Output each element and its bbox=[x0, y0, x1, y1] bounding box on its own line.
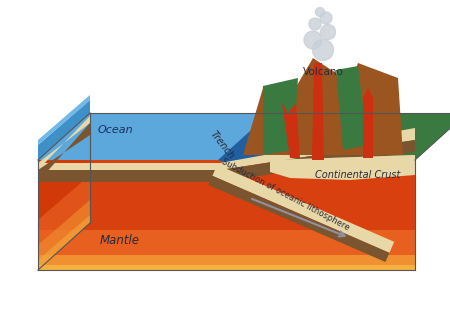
Polygon shape bbox=[38, 113, 450, 160]
Circle shape bbox=[320, 24, 336, 39]
Polygon shape bbox=[38, 113, 270, 160]
Polygon shape bbox=[38, 113, 270, 160]
Polygon shape bbox=[208, 176, 389, 262]
Polygon shape bbox=[38, 160, 415, 270]
Polygon shape bbox=[258, 113, 450, 160]
Circle shape bbox=[309, 18, 321, 30]
Text: Mantle: Mantle bbox=[100, 233, 140, 246]
Circle shape bbox=[312, 39, 333, 60]
Polygon shape bbox=[282, 103, 300, 158]
Polygon shape bbox=[38, 200, 90, 270]
Text: Ocean: Ocean bbox=[97, 125, 133, 135]
Polygon shape bbox=[38, 230, 415, 270]
Polygon shape bbox=[336, 66, 368, 150]
Polygon shape bbox=[212, 165, 394, 253]
Polygon shape bbox=[218, 113, 308, 168]
Polygon shape bbox=[263, 78, 298, 155]
Polygon shape bbox=[312, 63, 324, 160]
Text: Volcano: Volcano bbox=[302, 67, 343, 77]
Polygon shape bbox=[363, 88, 373, 158]
Polygon shape bbox=[270, 155, 415, 180]
Polygon shape bbox=[38, 95, 90, 145]
Circle shape bbox=[315, 8, 324, 17]
Polygon shape bbox=[323, 63, 403, 155]
Polygon shape bbox=[38, 215, 90, 270]
Circle shape bbox=[320, 12, 332, 24]
Polygon shape bbox=[243, 88, 313, 155]
Text: Continental Crust: Continental Crust bbox=[315, 170, 400, 180]
Text: Subduction of oceanic lithosphere: Subduction of oceanic lithosphere bbox=[220, 157, 351, 233]
Polygon shape bbox=[38, 113, 90, 270]
Polygon shape bbox=[258, 155, 415, 160]
Polygon shape bbox=[38, 175, 90, 270]
Polygon shape bbox=[38, 140, 415, 182]
Polygon shape bbox=[38, 255, 415, 270]
Polygon shape bbox=[38, 123, 90, 182]
Polygon shape bbox=[38, 100, 90, 160]
Polygon shape bbox=[38, 265, 415, 270]
Circle shape bbox=[304, 31, 322, 49]
Polygon shape bbox=[38, 113, 90, 270]
Text: Trench: Trench bbox=[208, 129, 236, 161]
Polygon shape bbox=[38, 116, 90, 170]
Polygon shape bbox=[38, 128, 415, 170]
Polygon shape bbox=[256, 58, 383, 155]
